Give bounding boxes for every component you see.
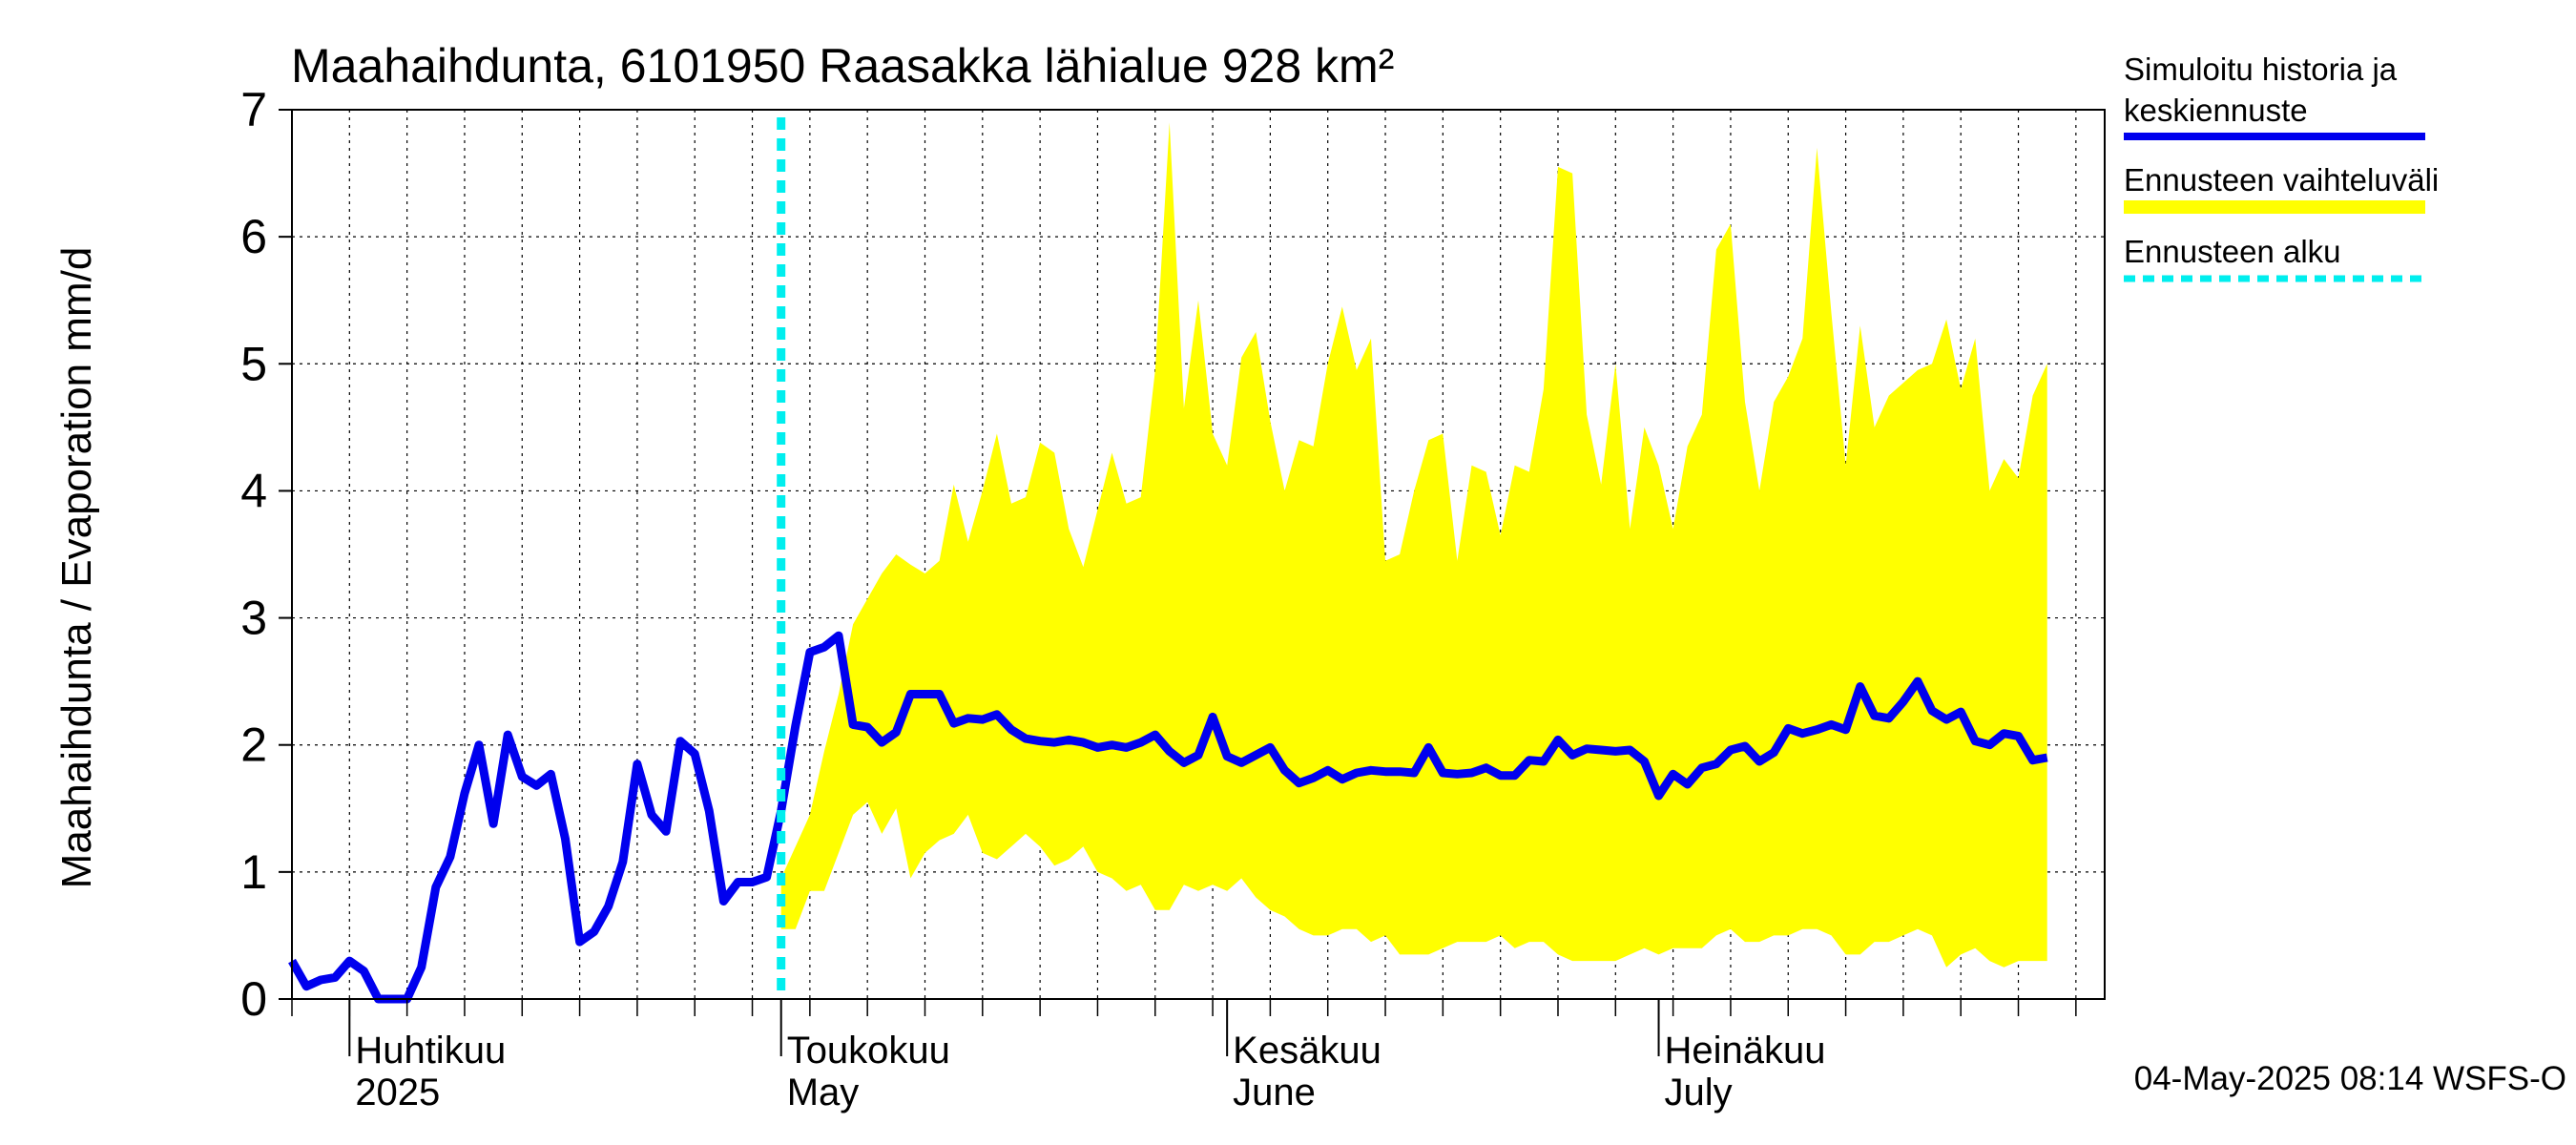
x-axis-ticks <box>291 999 2077 1056</box>
y-axis-label: Maahaihdunta / Evaporation mm/d <box>53 247 100 889</box>
month-label-secondary: July <box>1665 1072 1733 1114</box>
legend-label-forecast-start: Ennusteen alku <box>2124 234 2341 269</box>
y-tick-label: 0 <box>240 972 267 1026</box>
chart-title: Maahaihdunta, 6101950 Raasakka lähialue … <box>291 39 1394 93</box>
y-tick-label: 1 <box>240 845 267 899</box>
legend-label-range: Ennusteen vaihteluväli <box>2124 162 2439 198</box>
month-label: Huhtikuu <box>355 1030 506 1072</box>
y-axis-ticks: 0 1 2 3 4 5 6 7 <box>240 83 292 1026</box>
month-label-secondary: 2025 <box>355 1072 440 1114</box>
y-tick-label: 3 <box>240 592 267 645</box>
y-tick-label: 5 <box>240 337 267 390</box>
forecast-range-band <box>780 122 2047 968</box>
y-tick-label: 7 <box>240 83 267 136</box>
plot-frame <box>291 109 2106 1000</box>
simulated-line-layer <box>288 631 2048 1004</box>
y-tick-label: 2 <box>240 718 267 772</box>
y-tick-label: 6 <box>240 210 267 263</box>
legend-label-simulated: Simuloitu historia ja <box>2124 52 2398 87</box>
month-label: Toukokuu <box>787 1030 950 1072</box>
month-label: Kesäkuu <box>1233 1030 1381 1072</box>
y-tick-label: 4 <box>240 464 267 517</box>
simulated-series-line <box>288 631 2048 1004</box>
month-label-secondary: June <box>1233 1072 1316 1114</box>
month-label-secondary: May <box>787 1072 860 1114</box>
forecast-range-layer <box>780 122 2047 968</box>
legend: Simuloitu historia ja keskiennuste Ennuste… <box>2124 52 2439 282</box>
legend-label-simulated-cont: keskiennuste <box>2124 93 2308 128</box>
footer-timestamp: 04-May-2025 08:14 WSFS-O <box>2134 1060 2566 1097</box>
month-label: Heinäkuu <box>1665 1030 1826 1072</box>
